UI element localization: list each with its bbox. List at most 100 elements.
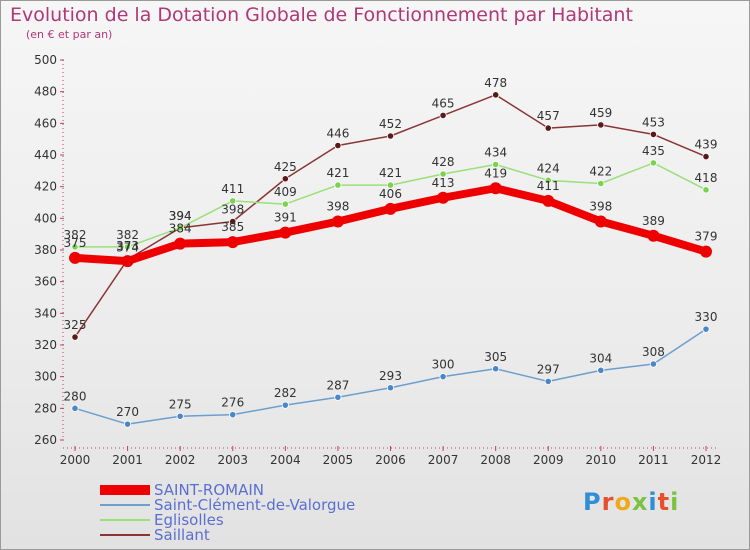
series-point-3 (649, 130, 658, 139)
series-point-2 (334, 181, 342, 189)
series-point-0 (489, 182, 502, 195)
x-tick-label: 2007 (428, 453, 459, 467)
series-point-3 (439, 111, 447, 120)
y-tick-label: 500 (34, 53, 57, 67)
x-tick-label: 2001 (112, 453, 143, 467)
series-point-2 (123, 243, 132, 251)
data-label: 421 (379, 166, 402, 180)
series-point-3 (544, 124, 552, 132)
series-point-0 (121, 255, 134, 268)
x-tick-label: 2002 (165, 453, 196, 467)
series-point-3 (281, 175, 289, 183)
data-label: 276 (221, 396, 244, 410)
x-tick-label: 2006 (375, 453, 406, 467)
brand-letter: i (670, 488, 680, 516)
data-label: 439 (695, 138, 718, 152)
data-label: 398 (221, 203, 244, 217)
data-label: 373 (116, 239, 139, 253)
brand-logo: Proxiti (583, 488, 679, 516)
series-point-1 (544, 377, 552, 386)
data-label: 406 (379, 187, 402, 201)
data-label: 459 (589, 106, 612, 120)
brand-letter: o (614, 488, 632, 516)
y-tick-label: 280 (34, 401, 57, 415)
series-point-2 (71, 243, 79, 251)
data-label: 425 (274, 160, 297, 174)
y-tick-label: 400 (34, 211, 57, 225)
series-point-0 (384, 202, 397, 215)
data-label: 434 (484, 146, 507, 160)
data-label: 384 (169, 222, 192, 236)
series-point-1 (439, 373, 447, 381)
brand-letter: r (601, 488, 615, 516)
series-point-2 (386, 181, 395, 189)
data-label: 409 (274, 185, 297, 199)
data-label: 398 (326, 200, 349, 214)
legend-item: Saillant (100, 526, 400, 544)
x-tick-label: 2005 (323, 453, 354, 467)
data-label: 305 (484, 350, 507, 364)
series-point-1 (386, 384, 395, 392)
brand-letter: t (657, 488, 671, 516)
data-label: 428 (432, 155, 455, 169)
series-point-1 (71, 404, 79, 412)
y-tick-label: 480 (34, 85, 57, 99)
data-label: 375 (64, 236, 87, 250)
brand-letter: x (631, 488, 649, 516)
data-label: 304 (589, 351, 612, 365)
data-label: 293 (379, 369, 402, 383)
series-point-0 (700, 245, 712, 258)
y-tick-label: 420 (34, 180, 57, 194)
series-point-1 (702, 325, 710, 333)
data-label: 457 (537, 109, 560, 123)
legend-item: Saint-Clément-de-Valorgue (100, 496, 400, 514)
legend-swatch (100, 504, 150, 506)
data-label: 422 (589, 165, 612, 179)
legend-swatch (100, 534, 150, 536)
series-point-2 (281, 200, 289, 208)
data-label: 374 (116, 241, 139, 255)
series-point-3 (492, 91, 500, 99)
data-label: 419 (484, 166, 507, 180)
data-label: 385 (221, 220, 244, 234)
data-label: 446 (326, 127, 349, 141)
y-tick-label: 320 (34, 338, 57, 352)
series-point-2 (702, 186, 710, 194)
brand-letter: P (583, 488, 602, 516)
series-point-0 (437, 191, 450, 204)
series-point-0 (69, 251, 81, 264)
chart-subtitle: (en € et par an) (26, 28, 113, 41)
data-label: 411 (537, 179, 560, 193)
data-label: 478 (484, 76, 507, 90)
series-point-3 (334, 141, 342, 150)
series-point-1 (176, 412, 184, 420)
series-point-0 (174, 237, 187, 250)
legend-label: Saint-Clément-de-Valorgue (154, 496, 356, 514)
legend-label: SAINT-ROMAIN (154, 481, 264, 499)
data-label: 330 (695, 310, 718, 324)
data-label: 280 (64, 389, 87, 403)
data-label: 435 (642, 144, 665, 158)
series-point-0 (331, 215, 344, 228)
chart-title: Evolution de la Dotation Globale de Fonc… (10, 4, 633, 26)
legend-label: Eglisolles (154, 511, 224, 529)
series-point-1 (492, 365, 500, 373)
data-label: 411 (221, 182, 244, 196)
series-point-0 (279, 226, 292, 239)
series-point-3 (229, 217, 237, 226)
series-point-0 (542, 194, 555, 207)
data-label: 418 (695, 171, 718, 185)
data-label: 325 (64, 318, 87, 332)
y-tick-label: 340 (34, 306, 57, 320)
series-point-3 (386, 132, 395, 140)
series-point-2 (544, 176, 552, 184)
series-point-1 (649, 360, 658, 368)
series-point-1 (597, 366, 605, 374)
y-tick-label: 460 (34, 116, 57, 130)
x-tick-label: 2010 (586, 453, 617, 467)
legend-swatch (100, 485, 150, 495)
y-tick-label: 260 (34, 433, 57, 447)
series-point-3 (702, 152, 710, 161)
y-tick-label: 380 (34, 243, 57, 257)
